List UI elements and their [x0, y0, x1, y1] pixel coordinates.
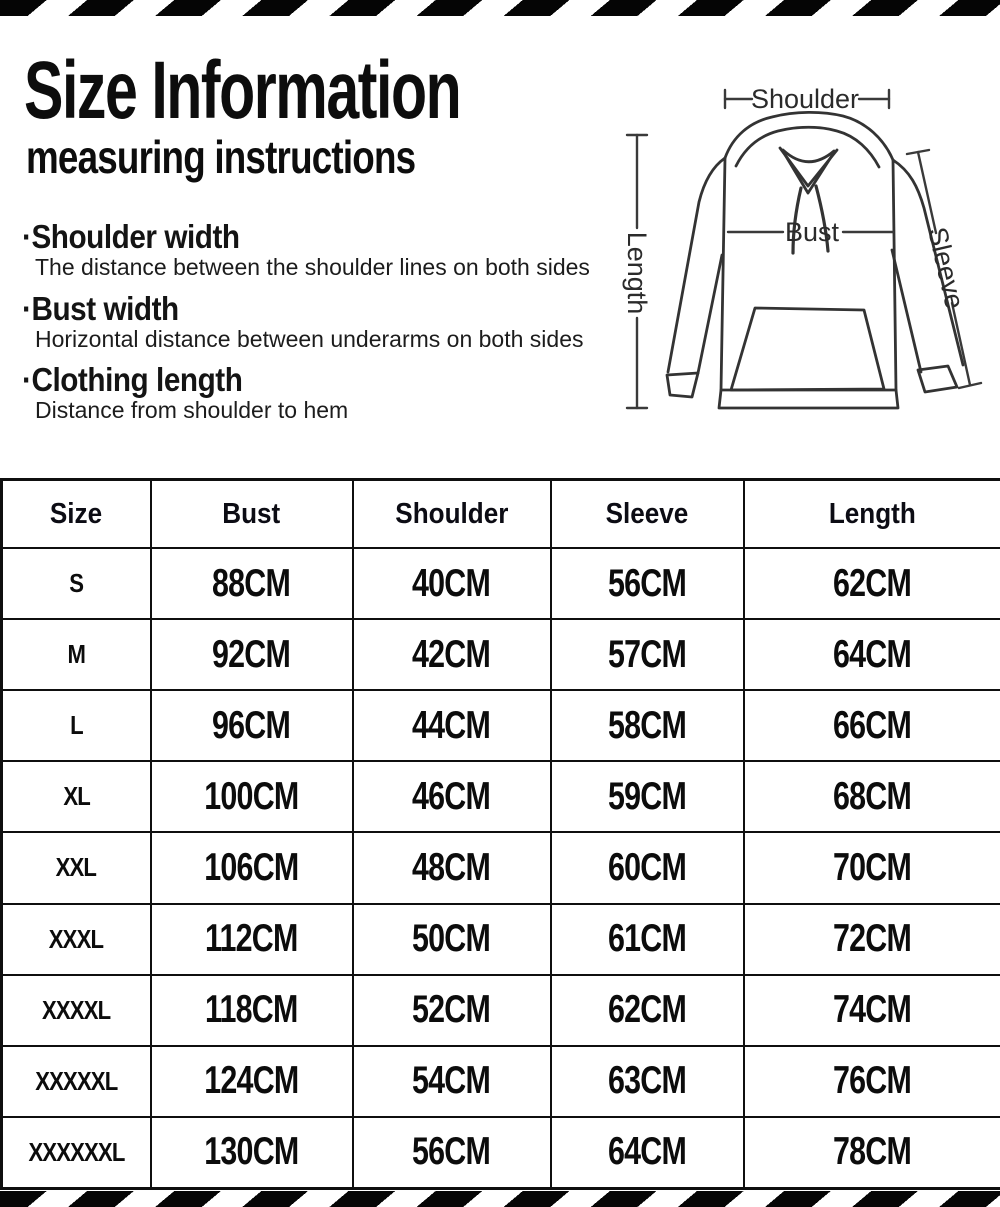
- bust-cell: 88CM: [151, 548, 353, 619]
- size-cell: XXL: [2, 832, 151, 903]
- table-row: XL 100CM 46CM 59CM 68CM: [2, 761, 1000, 832]
- instruction-shoulder-width: ·Shoulder width The distance between the…: [22, 220, 612, 281]
- bust-cell: 124CM: [151, 1046, 353, 1117]
- bust-cell: 96CM: [151, 690, 353, 761]
- sleeve-cell: 60CM: [551, 832, 744, 903]
- shoulder-measure-label: Shoulder: [751, 84, 859, 114]
- page-title: Size Information: [24, 50, 460, 132]
- bust-measure-label: Bust: [785, 217, 840, 247]
- length-cell: 78CM: [744, 1117, 1000, 1189]
- size-cell: M: [2, 619, 151, 690]
- sleeve-cell: 62CM: [551, 975, 744, 1046]
- table-header-row: Size Bust Shoulder Sleeve Length: [2, 480, 1000, 549]
- instruction-desc: Horizontal distance between underarms on…: [35, 327, 612, 353]
- length-cell: 70CM: [744, 832, 1000, 903]
- table-row: S 88CM 40CM 56CM 62CM: [2, 548, 1000, 619]
- column-header-size: Size: [2, 480, 151, 549]
- instruction-term: ·Shoulder width: [22, 220, 553, 255]
- size-cell: L: [2, 690, 151, 761]
- instruction-desc: Distance from shoulder to hem: [35, 398, 612, 424]
- shoulder-cell: 42CM: [353, 619, 551, 690]
- table-row: XXXXL 118CM 52CM 62CM 74CM: [2, 975, 1000, 1046]
- shoulder-cell: 48CM: [353, 832, 551, 903]
- table-row: L 96CM 44CM 58CM 66CM: [2, 690, 1000, 761]
- table-row: XXL 106CM 48CM 60CM 70CM: [2, 832, 1000, 903]
- table-row: XXXXXXL 130CM 56CM 64CM 78CM: [2, 1117, 1000, 1189]
- length-cell: 62CM: [744, 548, 1000, 619]
- column-header-shoulder: Shoulder: [353, 480, 551, 549]
- length-cell: 76CM: [744, 1046, 1000, 1117]
- sleeve-cell: 59CM: [551, 761, 744, 832]
- bust-cell: 130CM: [151, 1117, 353, 1189]
- sleeve-cell: 64CM: [551, 1117, 744, 1189]
- length-cell: 66CM: [744, 690, 1000, 761]
- length-cell: 64CM: [744, 619, 1000, 690]
- size-table: Size Bust Shoulder Sleeve Length S 88CM …: [0, 478, 1000, 1190]
- instruction-term: ·Bust width: [22, 292, 553, 327]
- sleeve-cell: 63CM: [551, 1046, 744, 1117]
- bust-cell: 118CM: [151, 975, 353, 1046]
- size-cell: XXXXL: [2, 975, 151, 1046]
- sleeve-cell: 58CM: [551, 690, 744, 761]
- column-header-sleeve: Sleeve: [551, 480, 744, 549]
- shoulder-cell: 44CM: [353, 690, 551, 761]
- shoulder-cell: 40CM: [353, 548, 551, 619]
- instruction-clothing-length: ·Clothing length Distance from shoulder …: [22, 363, 612, 424]
- table-row: M 92CM 42CM 57CM 64CM: [2, 619, 1000, 690]
- sleeve-cell: 56CM: [551, 548, 744, 619]
- table-row: XXXL 112CM 50CM 61CM 72CM: [2, 904, 1000, 975]
- bust-cell: 112CM: [151, 904, 353, 975]
- shoulder-cell: 52CM: [353, 975, 551, 1046]
- instruction-bust-width: ·Bust width Horizontal distance between …: [22, 292, 612, 353]
- column-header-length: Length: [744, 480, 1000, 549]
- sleeve-measure-label: Sleeve: [922, 224, 970, 311]
- instruction-term: ·Clothing length: [22, 363, 553, 398]
- measuring-instructions: ·Shoulder width The distance between the…: [22, 220, 612, 435]
- hazard-stripe-bottom: [0, 1191, 1000, 1207]
- length-cell: 72CM: [744, 904, 1000, 975]
- column-header-bust: Bust: [151, 480, 353, 549]
- size-cell: XL: [2, 761, 151, 832]
- sleeve-cell: 57CM: [551, 619, 744, 690]
- length-cell: 68CM: [744, 761, 1000, 832]
- length-cell: 74CM: [744, 975, 1000, 1046]
- size-cell: XXXXXXL: [2, 1117, 151, 1189]
- instruction-desc: The distance between the shoulder lines …: [35, 255, 612, 281]
- table-row: XXXXXL 124CM 54CM 63CM 76CM: [2, 1046, 1000, 1117]
- size-cell: S: [2, 548, 151, 619]
- hoodie-measurement-diagram: Shoulder Length Sleeve Bust: [600, 60, 1000, 440]
- shoulder-cell: 50CM: [353, 904, 551, 975]
- bust-cell: 92CM: [151, 619, 353, 690]
- size-cell: XXXXXL: [2, 1046, 151, 1117]
- shoulder-cell: 46CM: [353, 761, 551, 832]
- bust-cell: 106CM: [151, 832, 353, 903]
- page-subtitle: measuring instructions: [26, 134, 415, 180]
- size-cell: XXXL: [2, 904, 151, 975]
- shoulder-cell: 56CM: [353, 1117, 551, 1189]
- length-measure-label: Length: [622, 232, 652, 315]
- sleeve-cell: 61CM: [551, 904, 744, 975]
- bust-cell: 100CM: [151, 761, 353, 832]
- shoulder-cell: 54CM: [353, 1046, 551, 1117]
- hazard-stripe-top: [0, 0, 1000, 16]
